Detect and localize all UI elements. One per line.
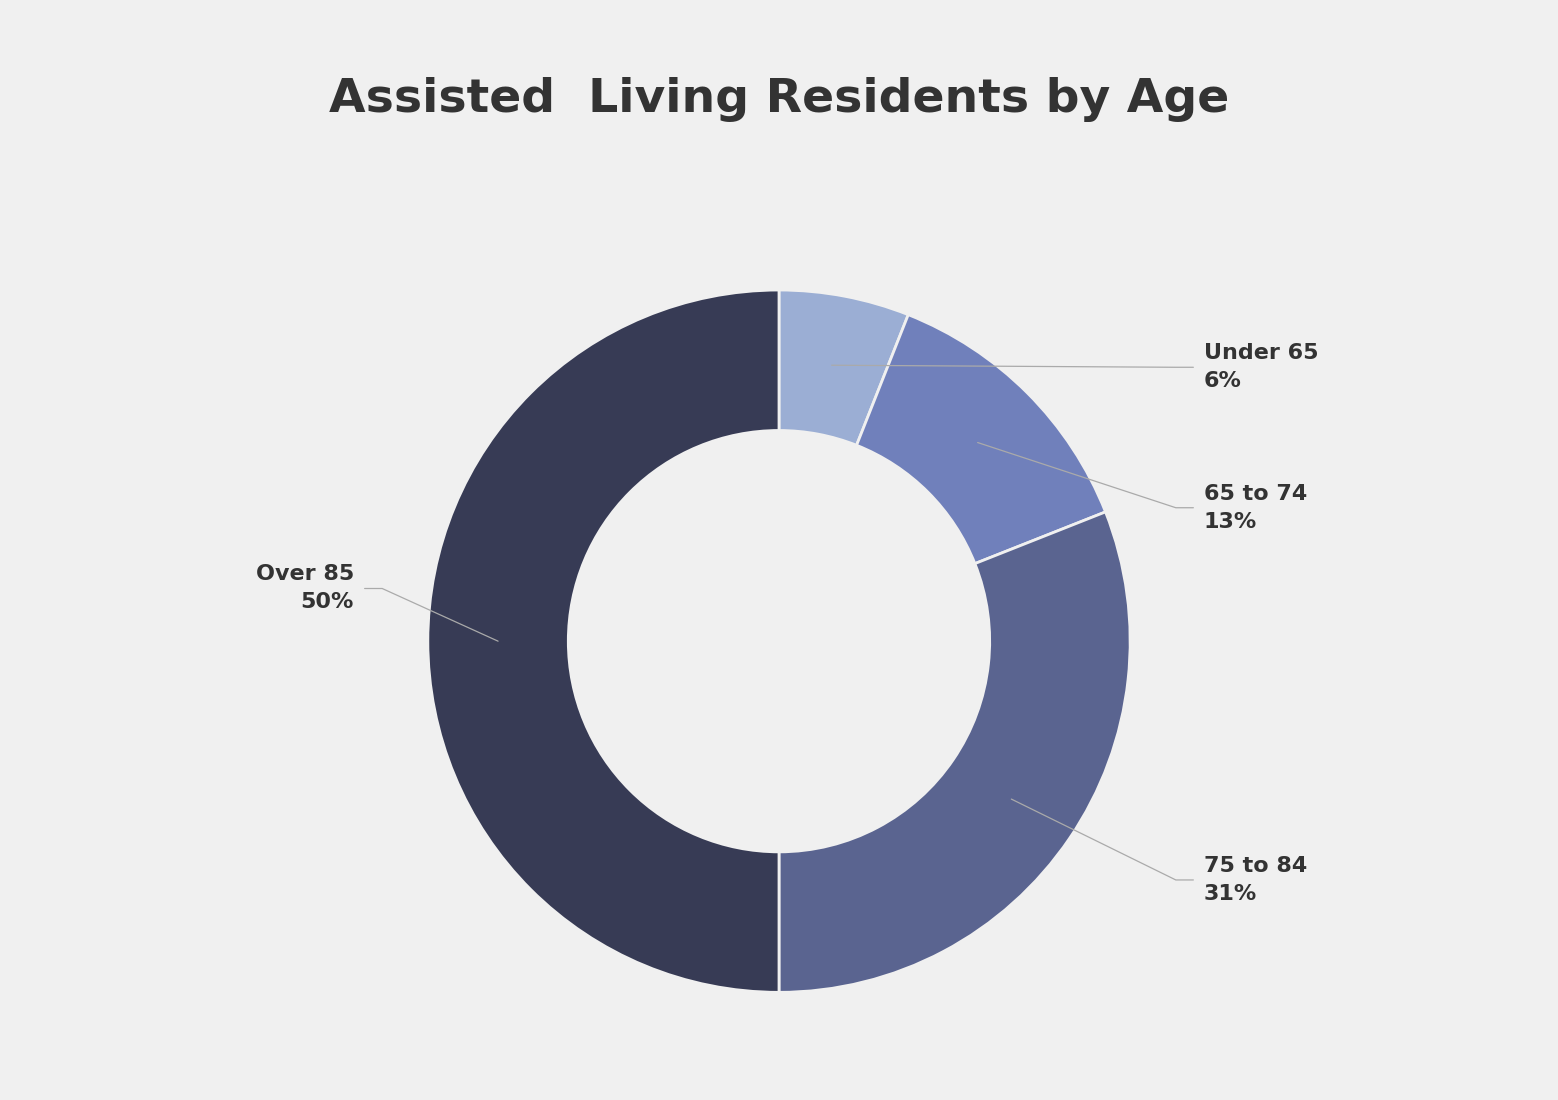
Text: Under 65
6%: Under 65 6%: [1204, 343, 1318, 392]
Text: 65 to 74
13%: 65 to 74 13%: [1204, 484, 1307, 531]
Text: Assisted  Living Residents by Age: Assisted Living Residents by Age: [329, 77, 1229, 122]
Wedge shape: [857, 315, 1106, 563]
Wedge shape: [779, 290, 908, 446]
Wedge shape: [779, 512, 1130, 992]
Text: 75 to 84
31%: 75 to 84 31%: [1204, 856, 1307, 904]
Text: Over 85
50%: Over 85 50%: [256, 564, 354, 613]
Wedge shape: [428, 290, 779, 992]
